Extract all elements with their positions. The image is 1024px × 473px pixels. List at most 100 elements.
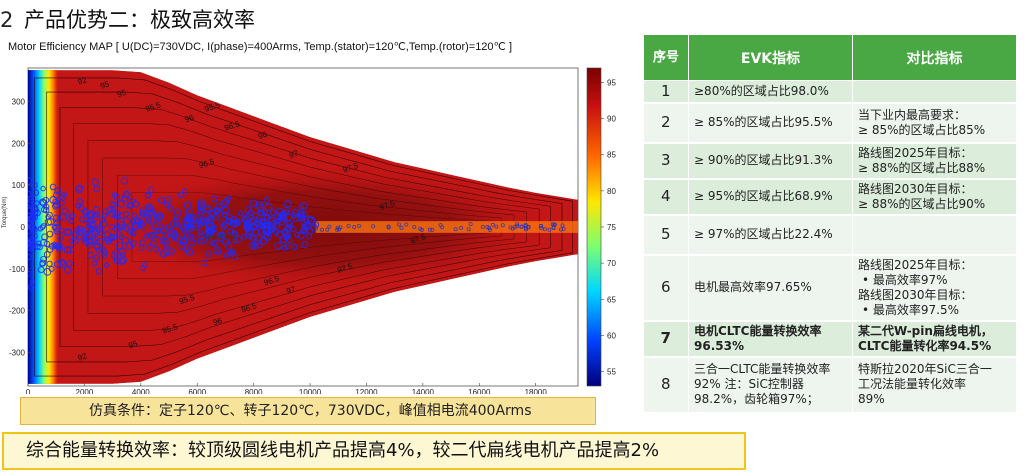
operating-point	[140, 224, 147, 231]
operating-point	[526, 225, 531, 230]
x-tick-label: 16000	[468, 388, 491, 394]
contour-label: 96	[184, 113, 196, 124]
table-cell-cmp: 路线图2025年目标： • 最高效率97% 路线图2030年目标： • 最高效率97.…	[852, 254, 1017, 322]
operating-point	[267, 216, 275, 225]
operating-point	[121, 236, 130, 244]
operating-point	[113, 193, 121, 201]
operating-point	[263, 196, 270, 204]
operating-point	[256, 235, 263, 242]
operating-point	[55, 242, 64, 250]
operating-point	[150, 231, 159, 239]
operating-point	[125, 242, 134, 250]
operating-point	[197, 238, 205, 245]
table-cell-line: 89%	[858, 392, 885, 406]
operating-point	[121, 194, 129, 202]
operating-point	[116, 223, 124, 231]
operating-point	[184, 223, 193, 232]
operating-point	[28, 177, 33, 185]
operating-point	[32, 189, 40, 196]
operating-point	[92, 206, 101, 214]
operating-point	[28, 284, 35, 292]
operating-point	[538, 224, 543, 229]
efficiency-contour	[34, 77, 573, 377]
operating-point	[199, 218, 208, 227]
operating-point	[30, 181, 38, 189]
operating-point	[46, 260, 53, 268]
contour-label: 97	[285, 284, 297, 295]
operating-point	[30, 225, 38, 234]
operating-point	[508, 225, 513, 230]
operating-point	[227, 249, 234, 256]
operating-point	[119, 256, 127, 265]
zero-torque-band	[315, 221, 578, 233]
operating-point	[31, 209, 39, 217]
table-cell-line: 特斯拉2020年SiC三合一	[858, 362, 992, 376]
operating-point	[53, 242, 60, 249]
operating-point	[127, 202, 135, 209]
efficiency-contour	[102, 157, 515, 297]
operating-point	[157, 196, 165, 204]
operating-point	[257, 209, 265, 217]
table-cell-line: 路线图2025年目标：	[858, 257, 973, 272]
table-row: 6 电机最高效率97.65% 路线图2025年目标： • 最高效率97% 路线图2030…	[643, 254, 1017, 322]
operating-point	[205, 250, 212, 258]
operating-point	[256, 242, 263, 249]
table-row: 8 三合一CLTC能量转换效率 92% 注：SiC控制器 98.2%，齿轮箱97%；特…	[643, 356, 1017, 414]
table-cell-line: 96.53%	[694, 338, 744, 353]
operating-point	[79, 216, 86, 223]
operating-point	[96, 237, 105, 246]
operating-point	[216, 234, 224, 242]
operating-point	[68, 213, 75, 220]
operating-point	[221, 198, 230, 207]
x-tick-label: 4000	[132, 388, 150, 394]
operating-point	[36, 244, 43, 251]
operating-point	[100, 252, 108, 259]
operating-point	[297, 210, 305, 218]
operating-point	[229, 216, 238, 224]
operating-point	[159, 237, 166, 245]
y-axis: 300 200 100 0 -100 -200 -300	[9, 97, 31, 358]
y-tick-label: -300	[9, 349, 26, 358]
colorbar-tick-label: 95	[607, 78, 616, 87]
operating-point	[560, 223, 565, 228]
operating-point	[59, 213, 68, 222]
operating-point	[108, 233, 115, 240]
operating-point	[335, 227, 340, 232]
operating-point	[396, 222, 401, 227]
operating-point	[66, 260, 73, 267]
table-row: 4 ≥ 95%的区域占比68.9% 路线图2030年目标： ≥ 88%的区域占比90%	[643, 178, 1017, 216]
operating-point	[487, 226, 492, 231]
operating-point	[325, 227, 330, 232]
contour-label: 95	[127, 339, 139, 350]
operating-point	[220, 200, 229, 208]
operating-point	[208, 218, 214, 224]
operating-point	[177, 192, 185, 199]
operating-point	[216, 232, 223, 239]
table-cell-cmp: 特斯拉2020年SiC三合一 工况法能量转化效率 89%	[852, 356, 1017, 414]
operating-point	[256, 203, 265, 212]
operating-point	[279, 211, 287, 219]
operating-point	[466, 227, 471, 232]
operating-point	[117, 200, 125, 208]
operating-point	[139, 239, 147, 246]
operating-point	[147, 186, 155, 193]
table-cell-evk: 电机最高效率97.65%	[688, 254, 853, 322]
operating-point	[257, 227, 265, 235]
y-tick-label: 0	[21, 223, 26, 232]
operating-point	[74, 226, 82, 234]
operating-point	[418, 226, 423, 231]
operating-point	[371, 224, 376, 229]
operating-point	[225, 217, 233, 225]
colorbar-tick-label: 55	[607, 368, 616, 377]
operating-point	[63, 246, 72, 254]
contour-label: 96	[257, 130, 269, 141]
operating-point	[181, 188, 189, 195]
operating-point	[218, 219, 225, 226]
operating-point	[547, 227, 552, 232]
operating-point	[84, 219, 92, 226]
colorbar-ticks: 95 90 85 80 75 70 65 60 55	[601, 78, 616, 377]
operating-point	[103, 262, 110, 269]
chart-title: Motor Efficiency MAP [ U(DC)=730VDC, I(p…	[8, 41, 513, 53]
table-cell-line: 92% 注：SiC控制器	[694, 377, 804, 391]
operating-point	[223, 252, 230, 259]
